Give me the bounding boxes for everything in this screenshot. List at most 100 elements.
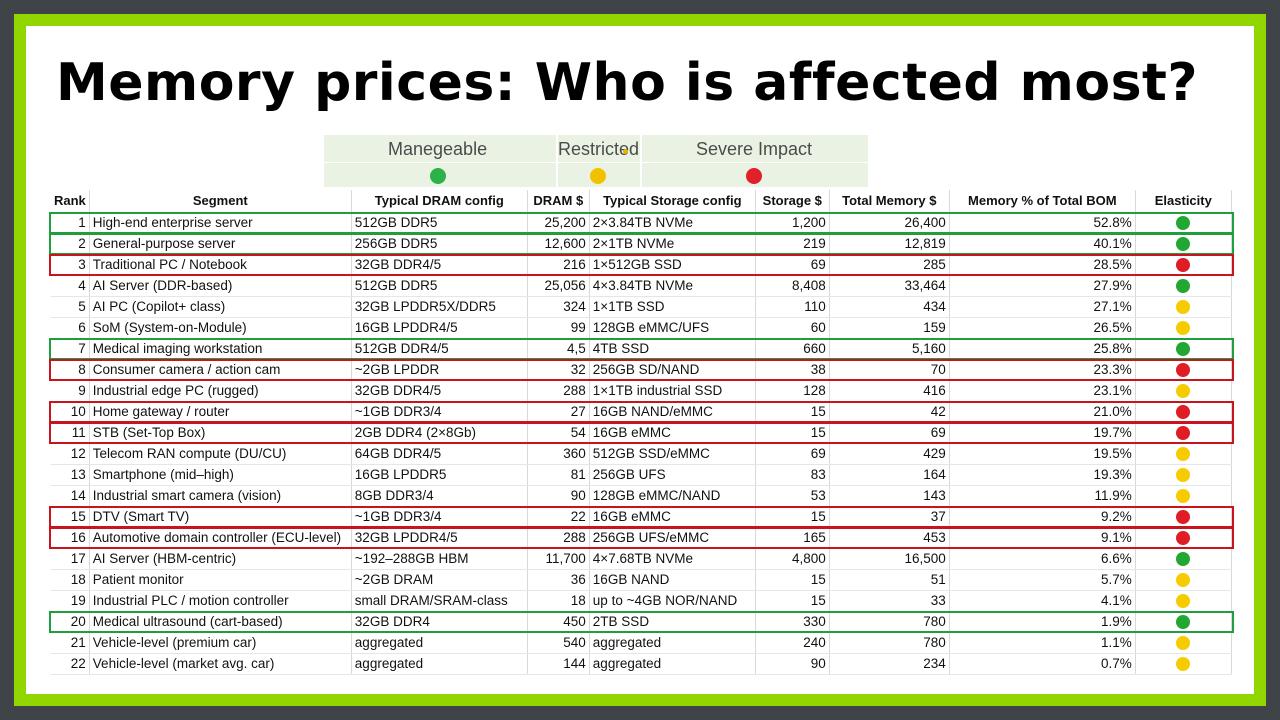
cell-storage-cost: 15 — [755, 422, 830, 444]
cell-rank: 14 — [51, 485, 90, 507]
cell-rank: 20 — [51, 611, 90, 633]
table-row: 20 Medical ultrasound (cart-based) 32GB DD… — [51, 611, 1232, 633]
slide-panel: Memory prices: Who is affected most? Man… — [26, 26, 1254, 694]
cell-dram-cost: 360 — [527, 443, 590, 465]
cell-segment: Vehicle-level (market avg. car) — [89, 653, 352, 675]
cell-total-memory: 51 — [829, 569, 950, 591]
impact-legend: Manegeable Restricted Severe Impact — [324, 135, 868, 187]
table-row: 1 High-end enterprise server 512GB DDR5 25,… — [51, 212, 1232, 234]
cell-storage-cost: 83 — [755, 464, 830, 486]
cell-rank: 18 — [51, 569, 90, 591]
slide-title: Memory prices: Who is affected most? — [56, 53, 1199, 113]
cell-storage-config: 128GB eMMC/NAND — [589, 485, 756, 507]
elasticity-yellow-dot-icon — [1176, 300, 1191, 315]
elasticity-green-dot-icon — [1176, 237, 1191, 252]
cell-storage-cost: 53 — [755, 485, 830, 507]
cell-memory-pct: 27.1% — [949, 296, 1136, 318]
cell-rank: 5 — [51, 296, 90, 318]
elasticity-red-dot-icon — [1176, 405, 1191, 420]
table-row: 6 SoM (System-on-Module) 16GB LPDDR4/5 99 12… — [51, 317, 1232, 339]
cell-storage-config: 16GB eMMC — [589, 422, 756, 444]
cell-storage-config: up to ~4GB NOR/NAND — [589, 590, 756, 612]
cell-memory-pct: 26.5% — [949, 317, 1136, 339]
cell-total-memory: 69 — [829, 422, 950, 444]
cell-storage-config: 1×512GB SSD — [589, 254, 756, 276]
cell-memory-pct: 52.8% — [949, 212, 1136, 234]
cell-total-memory: 453 — [829, 527, 950, 549]
cell-storage-config: 16GB NAND/eMMC — [589, 401, 756, 423]
cell-segment: General-purpose server — [89, 233, 352, 255]
slide-frame: Memory prices: Who is affected most? Man… — [14, 14, 1266, 706]
cell-storage-cost: 15 — [755, 506, 830, 528]
cell-segment: Industrial PLC / motion controller — [89, 590, 352, 612]
cell-elasticity — [1135, 527, 1232, 549]
cell-segment: Industrial smart camera (vision) — [89, 485, 352, 507]
header-segment: Segment — [89, 190, 352, 213]
cell-rank: 8 — [51, 359, 90, 381]
legend-stray-dot — [623, 149, 628, 154]
cell-total-memory: 26,400 — [829, 212, 950, 234]
elasticity-red-dot-icon — [1176, 426, 1191, 441]
cell-dram-config: ~1GB DDR3/4 — [351, 506, 528, 528]
legend-severe-label: Severe Impact — [696, 139, 813, 159]
cell-segment: Smartphone (mid–high) — [89, 464, 352, 486]
cell-storage-config: 128GB eMMC/UFS — [589, 317, 756, 339]
cell-storage-cost: 219 — [755, 233, 830, 255]
cell-dram-config: ~2GB DRAM — [351, 569, 528, 591]
cell-elasticity — [1135, 464, 1232, 486]
cell-segment: AI PC (Copilot+ class) — [89, 296, 352, 318]
legend-divider — [556, 135, 558, 187]
cell-memory-pct: 9.2% — [949, 506, 1136, 528]
cell-dram-cost: 36 — [527, 569, 590, 591]
cell-dram-config: aggregated — [351, 653, 528, 675]
cell-dram-config: 32GB LPDDR5X/DDR5 — [351, 296, 528, 318]
cell-rank: 12 — [51, 443, 90, 465]
elasticity-red-dot-icon — [1176, 258, 1191, 273]
cell-segment: AI Server (DDR-based) — [89, 275, 352, 297]
cell-segment: Telecom RAN compute (DU/CU) — [89, 443, 352, 465]
table-row: 12 Telecom RAN compute (DU/CU) 64GB DDR4/5… — [51, 443, 1232, 465]
cell-memory-pct: 27.9% — [949, 275, 1136, 297]
cell-dram-cost: 54 — [527, 422, 590, 444]
cell-segment: Medical ultrasound (cart-based) — [89, 611, 352, 633]
legend-severe-dot — [746, 168, 762, 184]
cell-elasticity — [1135, 296, 1232, 318]
cell-storage-config: aggregated — [589, 632, 756, 654]
cell-dram-config: ~1GB DDR3/4 — [351, 401, 528, 423]
elasticity-red-dot-icon — [1176, 531, 1191, 546]
cell-segment: SoM (System-on-Module) — [89, 317, 352, 339]
table-row: 8 Consumer camera / action cam ~2GB LPDDR 3… — [51, 359, 1232, 381]
header-rank: Rank — [51, 190, 90, 213]
table-row: 18 Patient monitor ~2GB DRAM 36 16GB NAND 15 5… — [51, 569, 1232, 591]
cell-total-memory: 434 — [829, 296, 950, 318]
cell-memory-pct: 19.5% — [949, 443, 1136, 465]
cell-rank: 16 — [51, 527, 90, 549]
cell-dram-config: 32GB DDR4/5 — [351, 380, 528, 402]
cell-rank: 3 — [51, 254, 90, 276]
legend-divider — [324, 162, 868, 163]
cell-storage-cost: 15 — [755, 590, 830, 612]
cell-elasticity — [1135, 443, 1232, 465]
cell-rank: 4 — [51, 275, 90, 297]
cell-elasticity — [1135, 506, 1232, 528]
cell-total-memory: 16,500 — [829, 548, 950, 570]
cell-segment: Home gateway / router — [89, 401, 352, 423]
cell-dram-config: 512GB DDR4/5 — [351, 338, 528, 360]
cell-dram-cost: 99 — [527, 317, 590, 339]
cell-elasticity — [1135, 548, 1232, 570]
cell-storage-config: 2TB SSD — [589, 611, 756, 633]
cell-dram-cost: 32 — [527, 359, 590, 381]
cell-memory-pct: 1.1% — [949, 632, 1136, 654]
cell-elasticity — [1135, 317, 1232, 339]
cell-dram-cost: 450 — [527, 611, 590, 633]
cell-storage-cost: 240 — [755, 632, 830, 654]
cell-rank: 22 — [51, 653, 90, 675]
cell-storage-config: 2×1TB NVMe — [589, 233, 756, 255]
cell-total-memory: 37 — [829, 506, 950, 528]
elasticity-red-dot-icon — [1176, 363, 1191, 378]
cell-dram-cost: 90 — [527, 485, 590, 507]
legend-manageable-dot — [430, 168, 446, 184]
cell-memory-pct: 11.9% — [949, 485, 1136, 507]
cell-segment: Patient monitor — [89, 569, 352, 591]
cell-memory-pct: 19.7% — [949, 422, 1136, 444]
